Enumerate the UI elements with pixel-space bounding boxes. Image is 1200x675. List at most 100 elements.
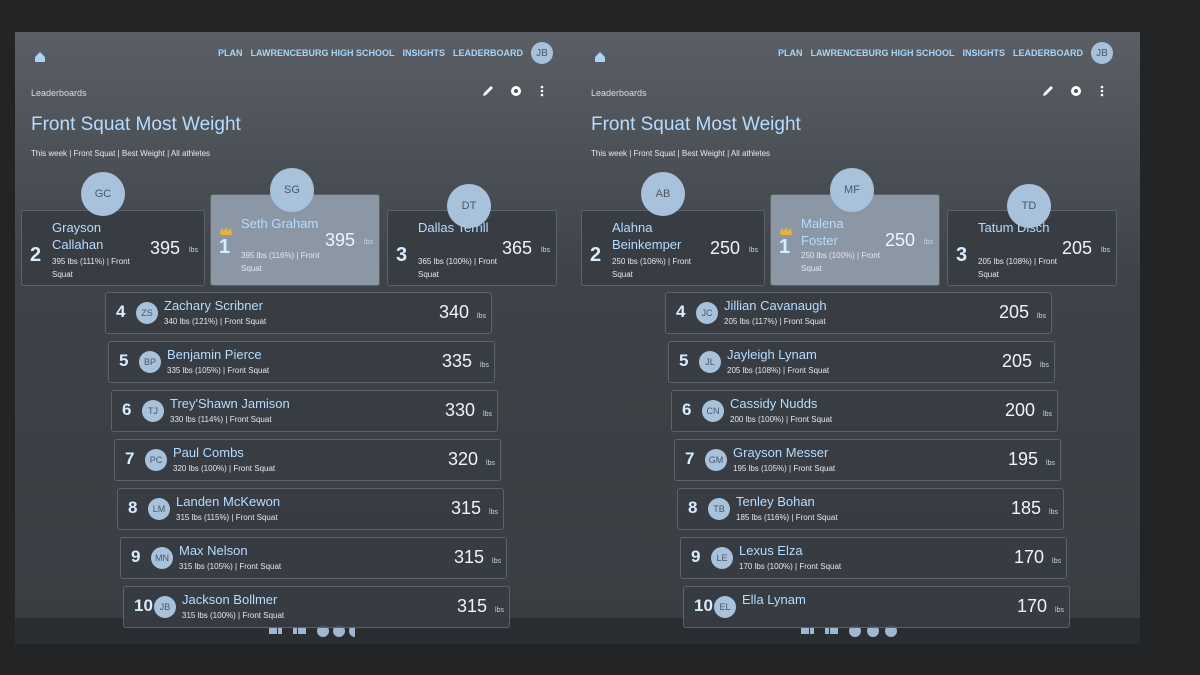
rank: 9 bbox=[691, 547, 701, 566]
athlete-name: Paul Combs bbox=[173, 445, 244, 460]
nav-item[interactable]: LAWRENCEBURG HIGH SCHOOL bbox=[250, 48, 395, 58]
leaderboard-row: 6 TJ Trey'Shawn Jamison 330 lbs (114%) | Fr… bbox=[111, 390, 498, 432]
settings-icon[interactable] bbox=[1069, 84, 1083, 103]
athlete-avatar: JL bbox=[699, 351, 721, 373]
lift-value: 250 bbox=[709, 238, 740, 258]
athlete-name: Tenley Bohan bbox=[736, 494, 815, 509]
rank: 9 bbox=[131, 547, 141, 566]
athlete-detail: 315 lbs (115%) | Front Squat bbox=[176, 513, 278, 522]
crown-icon bbox=[779, 223, 793, 241]
athlete-avatar: GC bbox=[81, 172, 125, 216]
unit: lbs bbox=[1055, 607, 1064, 614]
lift-value: 195 bbox=[1007, 449, 1038, 469]
nav-item[interactable]: PLAN bbox=[777, 48, 803, 58]
rank: 5 bbox=[679, 351, 689, 370]
athlete-detail: 200 lbs (100%) | Front Squat bbox=[730, 415, 833, 424]
toolbar-icons-left[interactable] bbox=[265, 624, 355, 638]
leaderboard-row: 9 MN Max Nelson 315 lbs (105%) | Front Squa… bbox=[120, 537, 507, 579]
lift-value: 170 bbox=[1013, 547, 1044, 567]
nav-item[interactable]: LEADERBOARD bbox=[1012, 48, 1083, 58]
more-icon[interactable] bbox=[1095, 84, 1109, 103]
athlete-detail: 395 lbs (116%) | Front Squat bbox=[241, 251, 320, 273]
athlete-avatar: MN bbox=[151, 547, 173, 569]
nav-item[interactable]: LAWRENCEBURG HIGH SCHOOL bbox=[810, 48, 955, 58]
nav-bar: PLAN LAWRENCEBURG HIGH SCHOOL INSIGHTS LEAD… bbox=[778, 42, 1113, 64]
nav-item[interactable]: INSIGHTS bbox=[962, 48, 1005, 58]
unit: lbs bbox=[364, 239, 373, 246]
athlete-name: Jackson Bollmer bbox=[182, 592, 278, 607]
rank: 2 bbox=[30, 244, 42, 266]
lift-value: 395 bbox=[324, 230, 355, 250]
athlete-detail: 195 lbs (105%) | Front Squat bbox=[733, 464, 836, 473]
more-icon[interactable] bbox=[535, 84, 549, 103]
unit: lbs bbox=[1037, 313, 1046, 320]
edit-icon[interactable] bbox=[1041, 84, 1055, 103]
athlete-avatar: MF bbox=[830, 168, 874, 212]
settings-icon[interactable] bbox=[509, 84, 523, 103]
athlete-avatar: LM bbox=[148, 498, 170, 520]
athlete-avatar: SG bbox=[270, 168, 314, 212]
nav-bar: PLAN LAWRENCEBURG HIGH SCHOOL INSIGHTS LEAD… bbox=[218, 42, 553, 64]
rank: 8 bbox=[688, 498, 698, 517]
unit: lbs bbox=[189, 247, 198, 254]
lift-value: 205 bbox=[1001, 351, 1032, 371]
leaderboard-row: 5 BP Benjamin Pierce 335 lbs (105%) | Front… bbox=[108, 341, 495, 383]
athlete-name: Cassidy Nudds bbox=[730, 396, 818, 411]
athlete-name: Trey'Shawn Jamison bbox=[170, 396, 290, 411]
athlete-detail: 205 lbs (117%) | Front Squat bbox=[724, 317, 826, 326]
nav-item[interactable]: PLAN bbox=[217, 48, 243, 58]
athlete-name: Jillian Cavanaugh bbox=[724, 298, 827, 313]
lift-value: 205 bbox=[998, 302, 1029, 322]
nav-item[interactable]: LEADERBOARD bbox=[452, 48, 523, 58]
unit: lbs bbox=[924, 239, 933, 246]
athlete-avatar: TJ bbox=[142, 400, 164, 422]
rank: 1 bbox=[219, 236, 231, 258]
user-avatar[interactable]: JB bbox=[531, 42, 553, 64]
athlete-avatar: PC bbox=[145, 449, 167, 471]
toolbar-icons-right[interactable] bbox=[797, 624, 897, 638]
athlete-name: Grayson Callahan bbox=[52, 220, 104, 252]
breadcrumb: Leaderboards bbox=[591, 88, 647, 98]
unit: lbs bbox=[1052, 558, 1061, 565]
lift-value: 320 bbox=[447, 449, 478, 469]
leaderboard-row: 10 JB Jackson Bollmer 315 lbs (100%) | Fron… bbox=[123, 586, 510, 628]
edit-icon[interactable] bbox=[481, 84, 495, 103]
lift-value: 335 bbox=[441, 351, 472, 371]
athlete-detail: 365 lbs (100%) | Front Squat bbox=[418, 257, 498, 279]
lift-value: 205 bbox=[1061, 238, 1092, 258]
lift-value: 340 bbox=[438, 302, 469, 322]
leaderboard-row: 8 LM Landen McKewon 315 lbs (115%) | Front … bbox=[117, 488, 504, 530]
lift-value: 330 bbox=[444, 400, 475, 420]
home-icon[interactable] bbox=[33, 50, 47, 69]
rank: 8 bbox=[128, 498, 138, 517]
athlete-name: Jayleigh Lynam bbox=[727, 347, 817, 362]
home-icon[interactable] bbox=[593, 50, 607, 69]
leaderboard-panel: PLAN LAWRENCEBURG HIGH SCHOOL INSIGHTS LEAD… bbox=[15, 32, 575, 628]
rank: 3 bbox=[956, 244, 968, 266]
athlete-avatar: AB bbox=[641, 172, 685, 216]
rank: 1 bbox=[779, 236, 791, 258]
lift-value: 200 bbox=[1004, 400, 1035, 420]
leaderboard-row: 7 PC Paul Combs 320 lbs (100%) | Front Squa… bbox=[114, 439, 501, 481]
unit: lbs bbox=[541, 247, 550, 254]
athlete-detail: 395 lbs (111%) | Front Squat bbox=[52, 257, 130, 279]
athlete-avatar: DT bbox=[447, 184, 491, 228]
podium-card: 2 Grayson Callahan 395 lbs (111%) | Front … bbox=[21, 210, 205, 286]
athlete-detail: 205 lbs (108%) | Front Squat bbox=[978, 257, 1058, 279]
athlete-avatar: GM bbox=[705, 449, 727, 471]
athlete-detail: 205 lbs (108%) | Front Squat bbox=[727, 366, 830, 375]
podium-card: 2 Alahna Beinkemper 250 lbs (106%) | Front… bbox=[581, 210, 765, 286]
crown-icon bbox=[219, 223, 233, 241]
lift-value: 395 bbox=[149, 238, 180, 258]
athlete-detail: 170 lbs (100%) | Front Squat bbox=[739, 562, 842, 571]
rank: 7 bbox=[685, 449, 695, 468]
unit: lbs bbox=[749, 247, 758, 254]
athlete-name: Grayson Messer bbox=[733, 445, 829, 460]
leaderboard-row: 9 LE Lexus Elza 170 lbs (100%) | Front Squa… bbox=[680, 537, 1067, 579]
athlete-name: Landen McKewon bbox=[176, 494, 281, 509]
athlete-name: Benjamin Pierce bbox=[167, 347, 262, 362]
user-avatar[interactable]: JB bbox=[1091, 42, 1113, 64]
athlete-avatar: BP bbox=[139, 351, 161, 373]
nav-item[interactable]: INSIGHTS bbox=[402, 48, 445, 58]
unit: lbs bbox=[1043, 411, 1052, 418]
